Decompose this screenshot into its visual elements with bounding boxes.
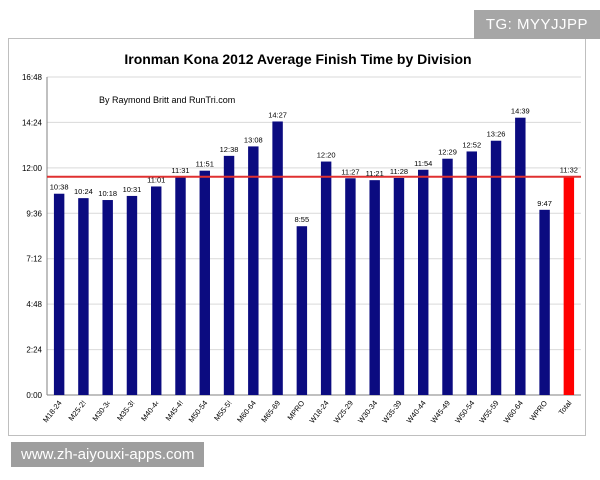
bar-mpro <box>296 226 308 395</box>
y-tick-label: 9:36 <box>26 209 42 218</box>
value-label: 11:31 <box>171 166 189 175</box>
bar-w25-29 <box>345 178 356 395</box>
value-label: 8:55 <box>295 215 310 224</box>
bar-m50-54 <box>199 170 210 395</box>
x-tick-label: M25-2! <box>67 399 88 423</box>
value-label: 11:27 <box>341 167 359 176</box>
bar-m25-29 <box>78 198 89 395</box>
x-tick-label: M45-4! <box>164 399 185 423</box>
value-label: 12:38 <box>220 145 239 154</box>
y-tick-label: 7:12 <box>26 255 42 264</box>
bar-m55-59 <box>223 155 235 395</box>
bar-w18-24 <box>320 161 332 395</box>
value-label: 11:51 <box>196 160 214 169</box>
bar-w35-39 <box>393 177 405 395</box>
x-tick-label: M18-24 <box>41 399 64 425</box>
value-label: 13:26 <box>487 130 506 139</box>
x-tick-label: W50-54 <box>453 399 476 425</box>
watermark-bottom: www.zh-aiyouxi-apps.com <box>11 442 205 467</box>
y-tick-label: 4:48 <box>26 300 42 309</box>
chart-frame: Ironman Kona 2012 Average Finish Time by… <box>8 38 586 436</box>
x-tick-label: W45-49 <box>429 399 452 425</box>
bar-m35-39 <box>126 195 138 395</box>
x-tick-label: Total <box>557 398 574 416</box>
value-label: 14:27 <box>268 110 287 119</box>
x-tick-label: M35-3! <box>115 399 136 423</box>
value-label: 9:47 <box>537 199 552 208</box>
x-tick-labels: M18-24 M25-2! M30-3‹ M35-3! M40-4‹ M45-4! M50-… <box>41 398 574 425</box>
x-tick-label: W25-29 <box>332 399 355 425</box>
x-tick-label: WPRO <box>528 399 550 423</box>
bar-m45-49 <box>175 177 186 395</box>
y-tick-label: 0:00 <box>26 391 42 400</box>
x-tick-label: M50-54 <box>187 399 210 425</box>
value-label: 12:20 <box>317 151 336 160</box>
y-tick-label: 2:24 <box>26 346 42 355</box>
x-tick-label: W30-34 <box>356 399 379 425</box>
x-tick-label: W60-64 <box>502 399 525 425</box>
value-label: 10:24 <box>74 187 93 196</box>
x-tick-label: MPRO <box>285 399 306 422</box>
value-label: 12:52 <box>462 140 481 149</box>
x-tick-label: M65-69 <box>259 399 282 425</box>
x-tick-label: M40-4‹ <box>139 398 161 423</box>
x-tick-label: W55-59 <box>477 399 500 425</box>
x-tick-label: M55-5! <box>212 399 233 423</box>
bar-w60-64 <box>515 117 526 396</box>
y-tick-label: 14:24 <box>22 118 43 127</box>
value-label: 12:29 <box>438 148 457 157</box>
bar-m30-34 <box>102 200 113 395</box>
value-labels: 10:38 10:24 10:18 10:31 11:01 11:31 11:51 12:38… <box>50 107 578 225</box>
watermark-top: TG: MYYJJPP <box>473 10 600 39</box>
bar-wpro <box>539 209 550 395</box>
value-label: 11:54 <box>414 159 432 168</box>
bar-m65-69 <box>272 121 283 395</box>
value-label: 14:39 <box>511 107 530 116</box>
value-label: 10:38 <box>50 183 69 192</box>
bar-w50-54 <box>466 151 477 395</box>
bar-m18-24 <box>53 193 65 395</box>
x-tick-label: W35-39 <box>380 399 403 425</box>
bar-total <box>563 176 575 395</box>
bar-m40-44 <box>151 186 162 395</box>
bars <box>53 117 575 396</box>
value-label: 10:18 <box>98 189 117 198</box>
chart-title: Ironman Kona 2012 Average Finish Time by… <box>124 51 471 67</box>
bar-w30-34 <box>369 180 380 395</box>
chart-subtitle: By Raymond Britt and RunTri.com <box>99 95 235 105</box>
value-label: 13:08 <box>244 135 263 144</box>
y-tick-label: 12:00 <box>22 164 43 173</box>
value-label: 11:21 <box>366 169 384 178</box>
value-label: 11:28 <box>390 167 408 176</box>
bar-w55-59 <box>490 140 502 395</box>
y-tick-label: 16:48 <box>22 73 43 82</box>
value-label: 11:01 <box>147 175 165 184</box>
bar-w45-49 <box>442 158 453 395</box>
bar-w40-44 <box>418 169 429 395</box>
x-tick-label: W18-24 <box>307 399 330 425</box>
x-tick-label: M60-64 <box>235 399 258 425</box>
x-tick-label: M30-3‹ <box>91 398 113 423</box>
value-label: 10:31 <box>123 185 142 194</box>
bar-chart: Ironman Kona 2012 Average Finish Time by… <box>22 51 581 425</box>
value-label: 11:32 <box>560 166 578 175</box>
x-tick-label: W40-44 <box>405 399 428 425</box>
bar-m60-64 <box>248 146 259 395</box>
